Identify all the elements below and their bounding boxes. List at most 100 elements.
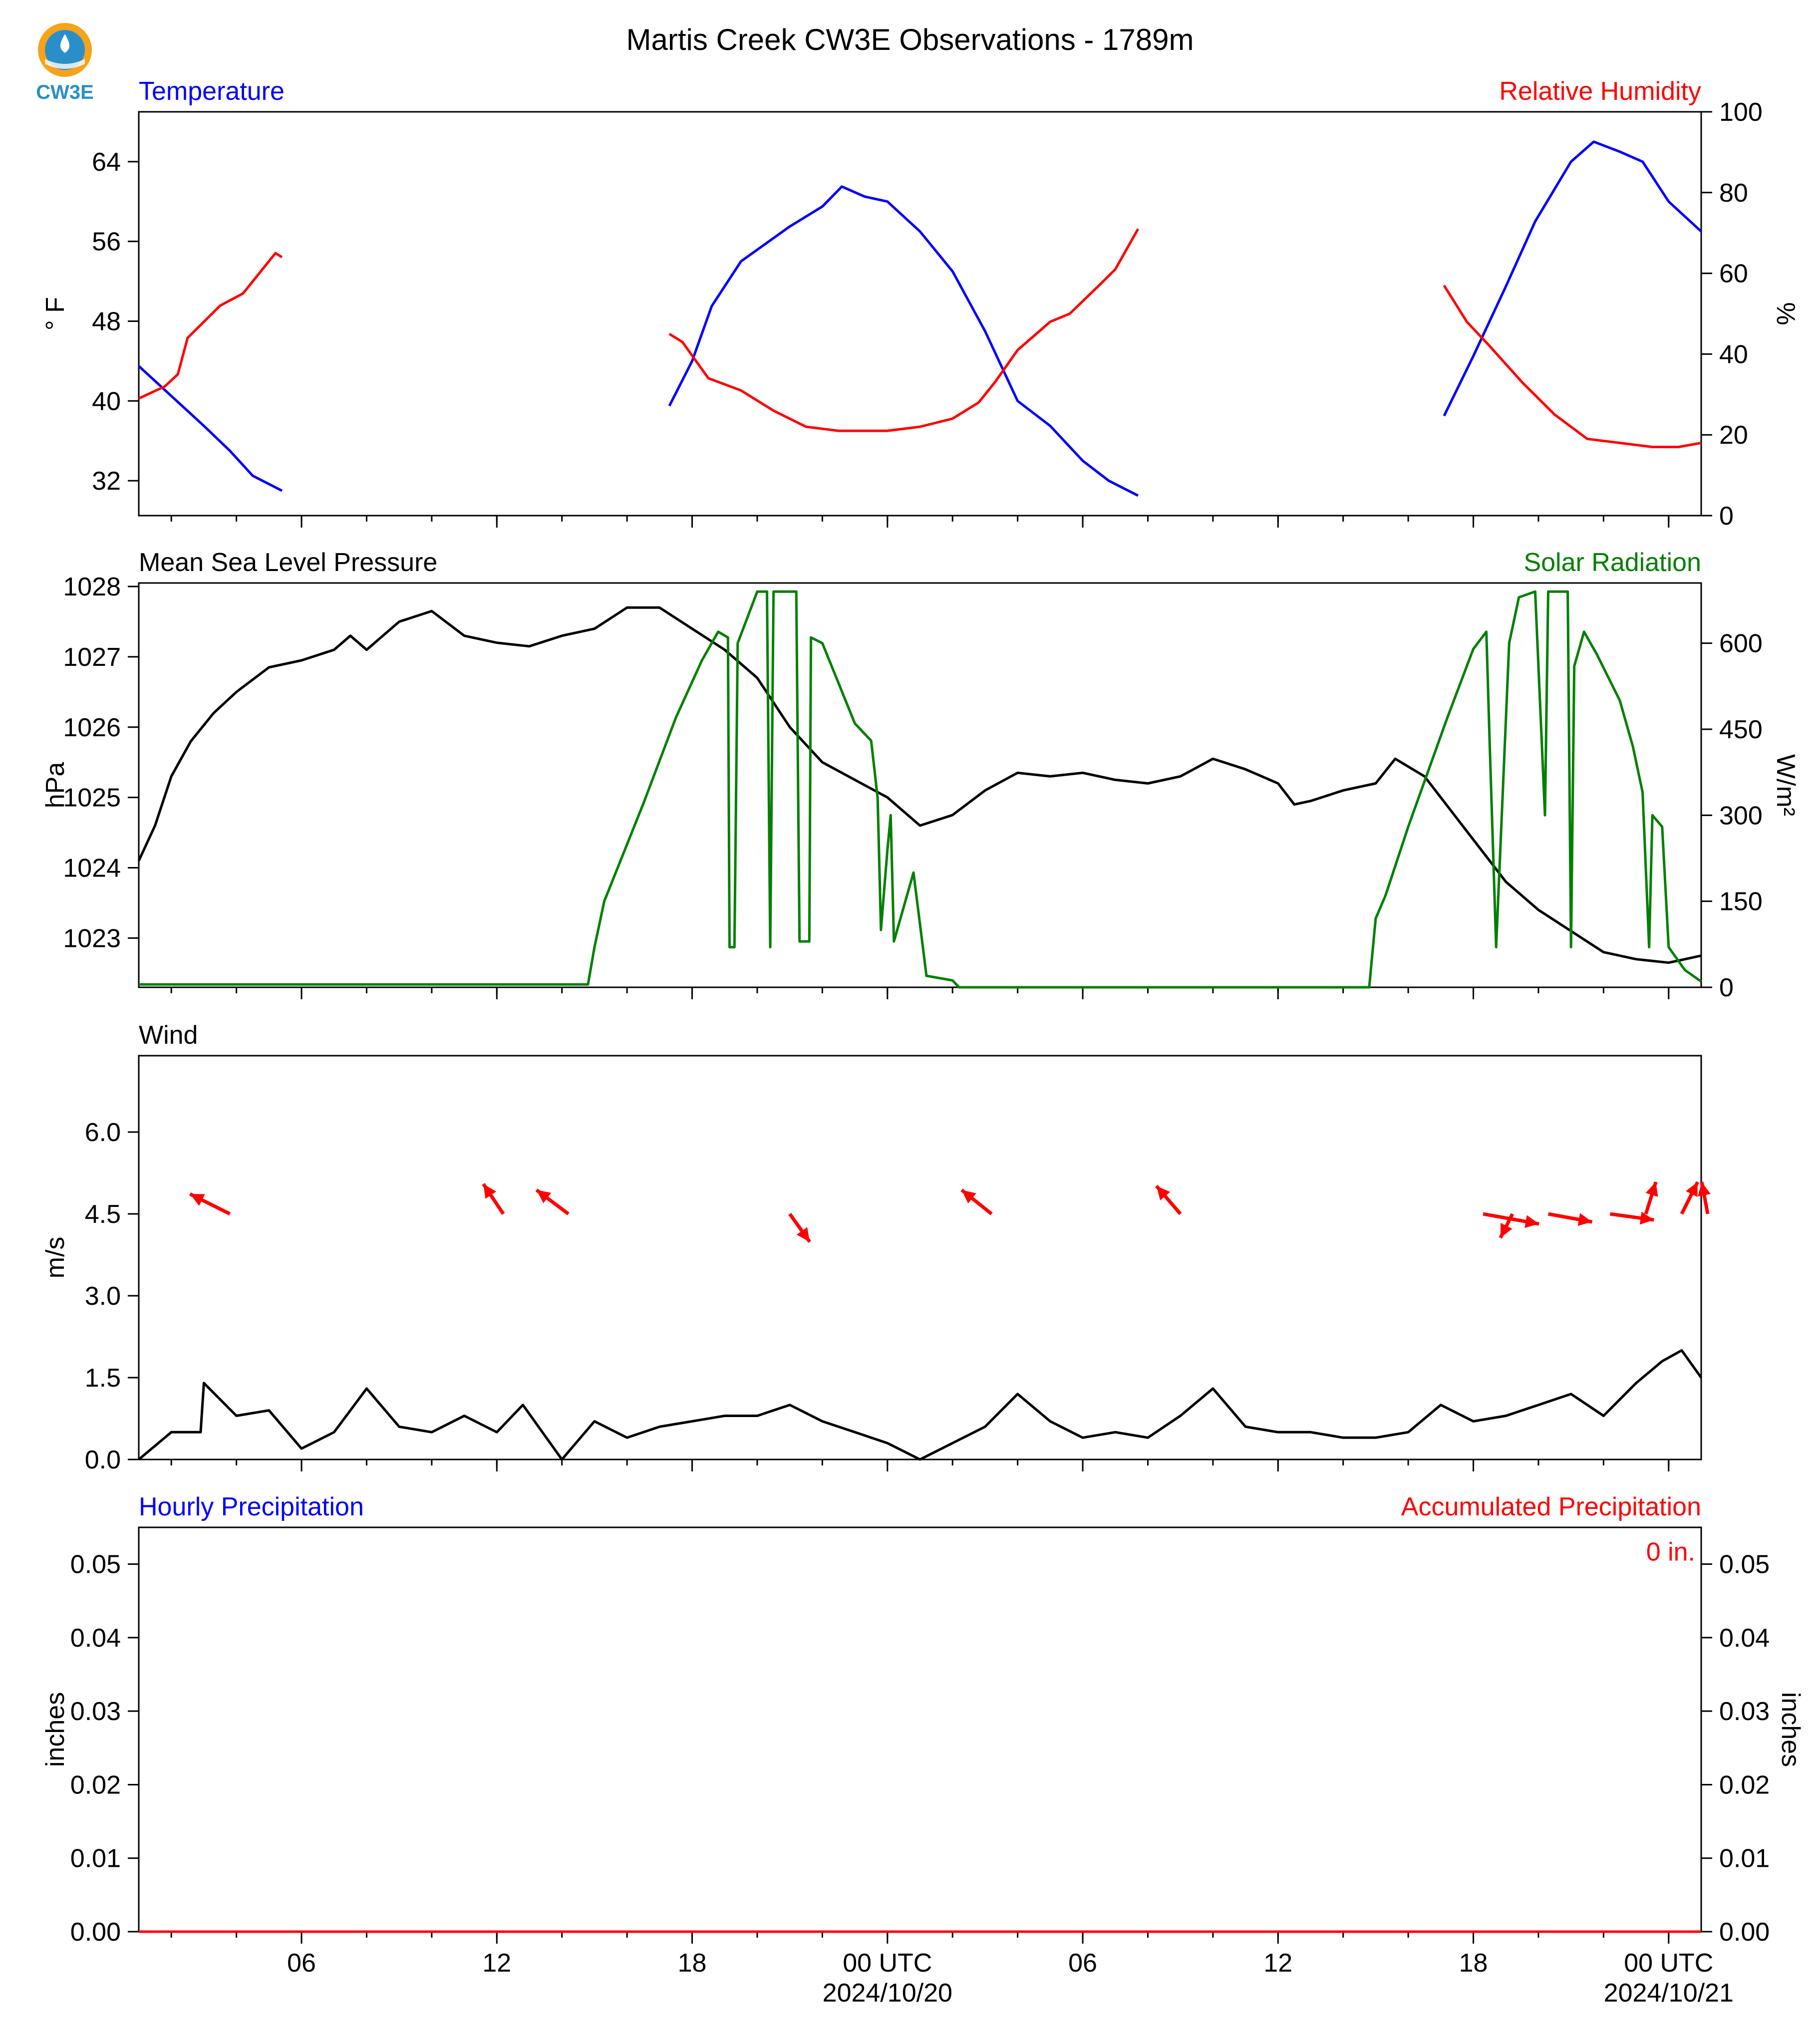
y-left-tick-label: 0.03 xyxy=(70,1697,121,1726)
logo-text: CW3E xyxy=(36,81,94,103)
y-left-tick-label: 0.00 xyxy=(70,1918,121,1947)
y-left-tick-label: 0.02 xyxy=(70,1770,121,1799)
wind-arrow-head xyxy=(1156,1186,1171,1201)
panel-frame xyxy=(138,111,1702,517)
panel-temperature_humidity: 32 40 48 56 64 0 20 40 60 80 100 Temperature Relativ… xyxy=(41,77,1800,531)
wind-arrow-head xyxy=(1645,1182,1658,1197)
x-tick-label: 06 xyxy=(287,1949,316,1978)
wind-arrow-head xyxy=(536,1190,552,1203)
y-right-tick-label: 60 xyxy=(1719,260,1748,289)
y-right-tick-label: 150 xyxy=(1719,887,1763,916)
y-left-tick-label: 56 xyxy=(92,228,121,257)
y-left-tick-label: 0.04 xyxy=(70,1624,121,1653)
series-line-temperature xyxy=(668,185,1139,497)
wind-arrow-head xyxy=(1500,1223,1513,1238)
y-right-tick-label: 0.04 xyxy=(1719,1624,1770,1653)
panel-right-title: Solar Radiation xyxy=(1523,548,1701,577)
y-right-tick-label: 0.01 xyxy=(1719,1844,1770,1873)
y-left-tick-label: 1026 xyxy=(63,713,121,742)
panel-left-title: Hourly Precipitation xyxy=(139,1492,364,1521)
wind-arrow-head xyxy=(1639,1211,1654,1225)
panel-frame xyxy=(138,1055,1702,1460)
y-left-tick-label: 3.0 xyxy=(85,1282,121,1311)
y-right-axis-label: W/m² xyxy=(1771,754,1800,816)
wind-arrow-head xyxy=(1698,1182,1711,1196)
y-left-axis-label: inches xyxy=(41,1692,70,1767)
wind-arrow-head xyxy=(961,1190,976,1204)
accumulated-precip-label: 0 in. xyxy=(1646,1537,1695,1566)
y-left-axis-label: hPa xyxy=(41,762,70,809)
y-right-tick-label: 100 xyxy=(1719,98,1763,127)
chart-title: Martis Creek CW3E Observations - 1789m xyxy=(626,23,1194,56)
y-right-tick-label: 600 xyxy=(1719,629,1763,658)
panel-wind: 0.0 1.5 3.0 4.5 6.0 Wind m/s xyxy=(41,1021,1711,1474)
y-left-tick-label: 0.0 xyxy=(85,1446,121,1474)
panel-pressure_solar: 1023 1024 1025 1026 1027 1028 0 150 300 450 600 Mea… xyxy=(41,548,1800,1002)
logo-drop xyxy=(60,34,70,53)
wind-arrow-head xyxy=(796,1227,810,1242)
chart-panels: 32 40 48 56 64 0 20 40 60 80 100 Temperature Relativ… xyxy=(41,77,1805,2008)
y-left-tick-label: 1024 xyxy=(63,854,121,883)
panel-right-title: Accumulated Precipitation xyxy=(1401,1492,1701,1521)
series-line-temperature xyxy=(1443,140,1702,417)
y-left-tick-label: 6.0 xyxy=(85,1118,121,1147)
x-tick-label: 00 UTC xyxy=(843,1949,932,1978)
x-tick-label: 06 xyxy=(1068,1949,1097,1978)
wind-arrow-head xyxy=(190,1194,205,1206)
x-tick-label: 00 UTC xyxy=(1624,1949,1713,1978)
wind-arrow-head xyxy=(1524,1215,1539,1228)
series-line-temperature xyxy=(138,365,283,492)
y-left-tick-label: 48 xyxy=(92,307,121,336)
series-line-relative-humidity xyxy=(1443,285,1702,448)
y-right-tick-label: 40 xyxy=(1719,340,1748,369)
logo-wave xyxy=(45,59,85,69)
y-right-tick-label: 450 xyxy=(1719,715,1763,744)
panel-left-title: Temperature xyxy=(139,77,285,106)
y-left-axis-label: ° F xyxy=(41,297,70,330)
panel-left-title: Mean Sea Level Pressure xyxy=(139,548,437,577)
y-right-tick-label: 0 xyxy=(1719,973,1734,1002)
panel-left-title: Wind xyxy=(139,1021,198,1050)
panel-frame xyxy=(138,582,1702,988)
wind-arrow-head xyxy=(1577,1213,1592,1226)
x-date-label: 2024/10/20 xyxy=(823,1979,952,2008)
y-left-tick-label: 0.01 xyxy=(70,1844,121,1873)
y-left-tick-label: 64 xyxy=(92,148,121,177)
series-line-mean-sea-level-pressure xyxy=(137,606,1702,964)
x-date-label: 2024/10/21 xyxy=(1604,1979,1734,2008)
x-tick-label: 18 xyxy=(678,1949,707,1978)
y-left-tick-label: 4.5 xyxy=(85,1200,121,1229)
series-line-solar-radiation xyxy=(139,590,1702,989)
x-tick-label: 12 xyxy=(482,1949,511,1978)
y-right-tick-label: 0.03 xyxy=(1719,1697,1770,1726)
y-right-tick-label: 0 xyxy=(1719,502,1734,531)
panel-right-title: Relative Humidity xyxy=(1499,77,1701,106)
panel-frame xyxy=(138,1526,1702,1933)
y-left-tick-label: 1028 xyxy=(63,573,121,601)
y-left-axis-label: m/s xyxy=(41,1237,70,1279)
x-tick-label: 12 xyxy=(1263,1949,1292,1978)
y-left-tick-label: 1023 xyxy=(63,924,121,953)
y-left-tick-label: 1025 xyxy=(63,784,121,813)
y-right-tick-label: 0.05 xyxy=(1719,1550,1770,1579)
wind-arrow-head xyxy=(483,1184,497,1199)
y-right-tick-label: 80 xyxy=(1719,179,1748,208)
y-left-tick-label: 32 xyxy=(92,467,121,496)
y-right-tick-label: 0.00 xyxy=(1719,1918,1770,1947)
series-line-relative-humidity xyxy=(138,252,283,400)
y-right-axis-label: inches xyxy=(1776,1692,1805,1767)
y-left-tick-label: 0.05 xyxy=(70,1550,121,1579)
y-left-tick-label: 40 xyxy=(92,387,121,416)
y-right-tick-label: 0.02 xyxy=(1719,1770,1770,1799)
y-right-tick-label: 20 xyxy=(1719,421,1748,450)
y-left-tick-label: 1.5 xyxy=(85,1364,121,1393)
y-right-axis-label: % xyxy=(1771,302,1800,325)
cw3e-logo: CW3E xyxy=(30,19,100,104)
series-line-wind-speed xyxy=(138,1349,1703,1461)
y-right-tick-label: 300 xyxy=(1719,801,1763,830)
x-tick-label: 18 xyxy=(1459,1949,1488,1978)
y-left-tick-label: 1027 xyxy=(63,643,121,672)
series-line-relative-humidity xyxy=(668,228,1140,432)
